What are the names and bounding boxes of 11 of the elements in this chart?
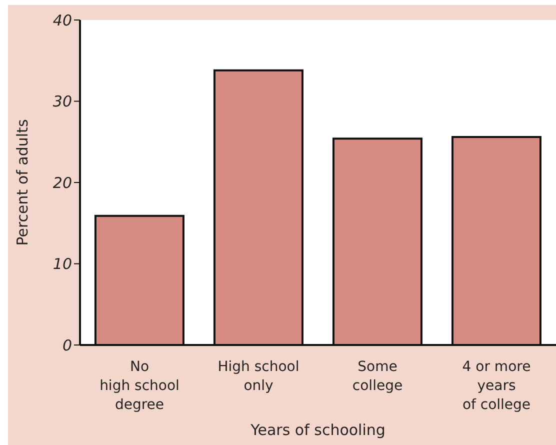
x-axis-title: Years of schooling (250, 421, 386, 439)
y-tick-label: 20 (52, 174, 72, 192)
y-axis-title: Percent of adults (13, 119, 32, 246)
x-tick-label: Some college (352, 359, 403, 394)
x-tick-label: 4 or more years of college (462, 359, 531, 413)
x-tick-label: No high school degree (100, 359, 180, 413)
y-tick-label: 0 (62, 336, 72, 354)
y-tick-label: 10 (52, 255, 72, 274)
y-tick-label: 40 (52, 11, 72, 30)
y-tick-label: 30 (52, 92, 72, 111)
x-tick-label: High school only (218, 359, 300, 394)
